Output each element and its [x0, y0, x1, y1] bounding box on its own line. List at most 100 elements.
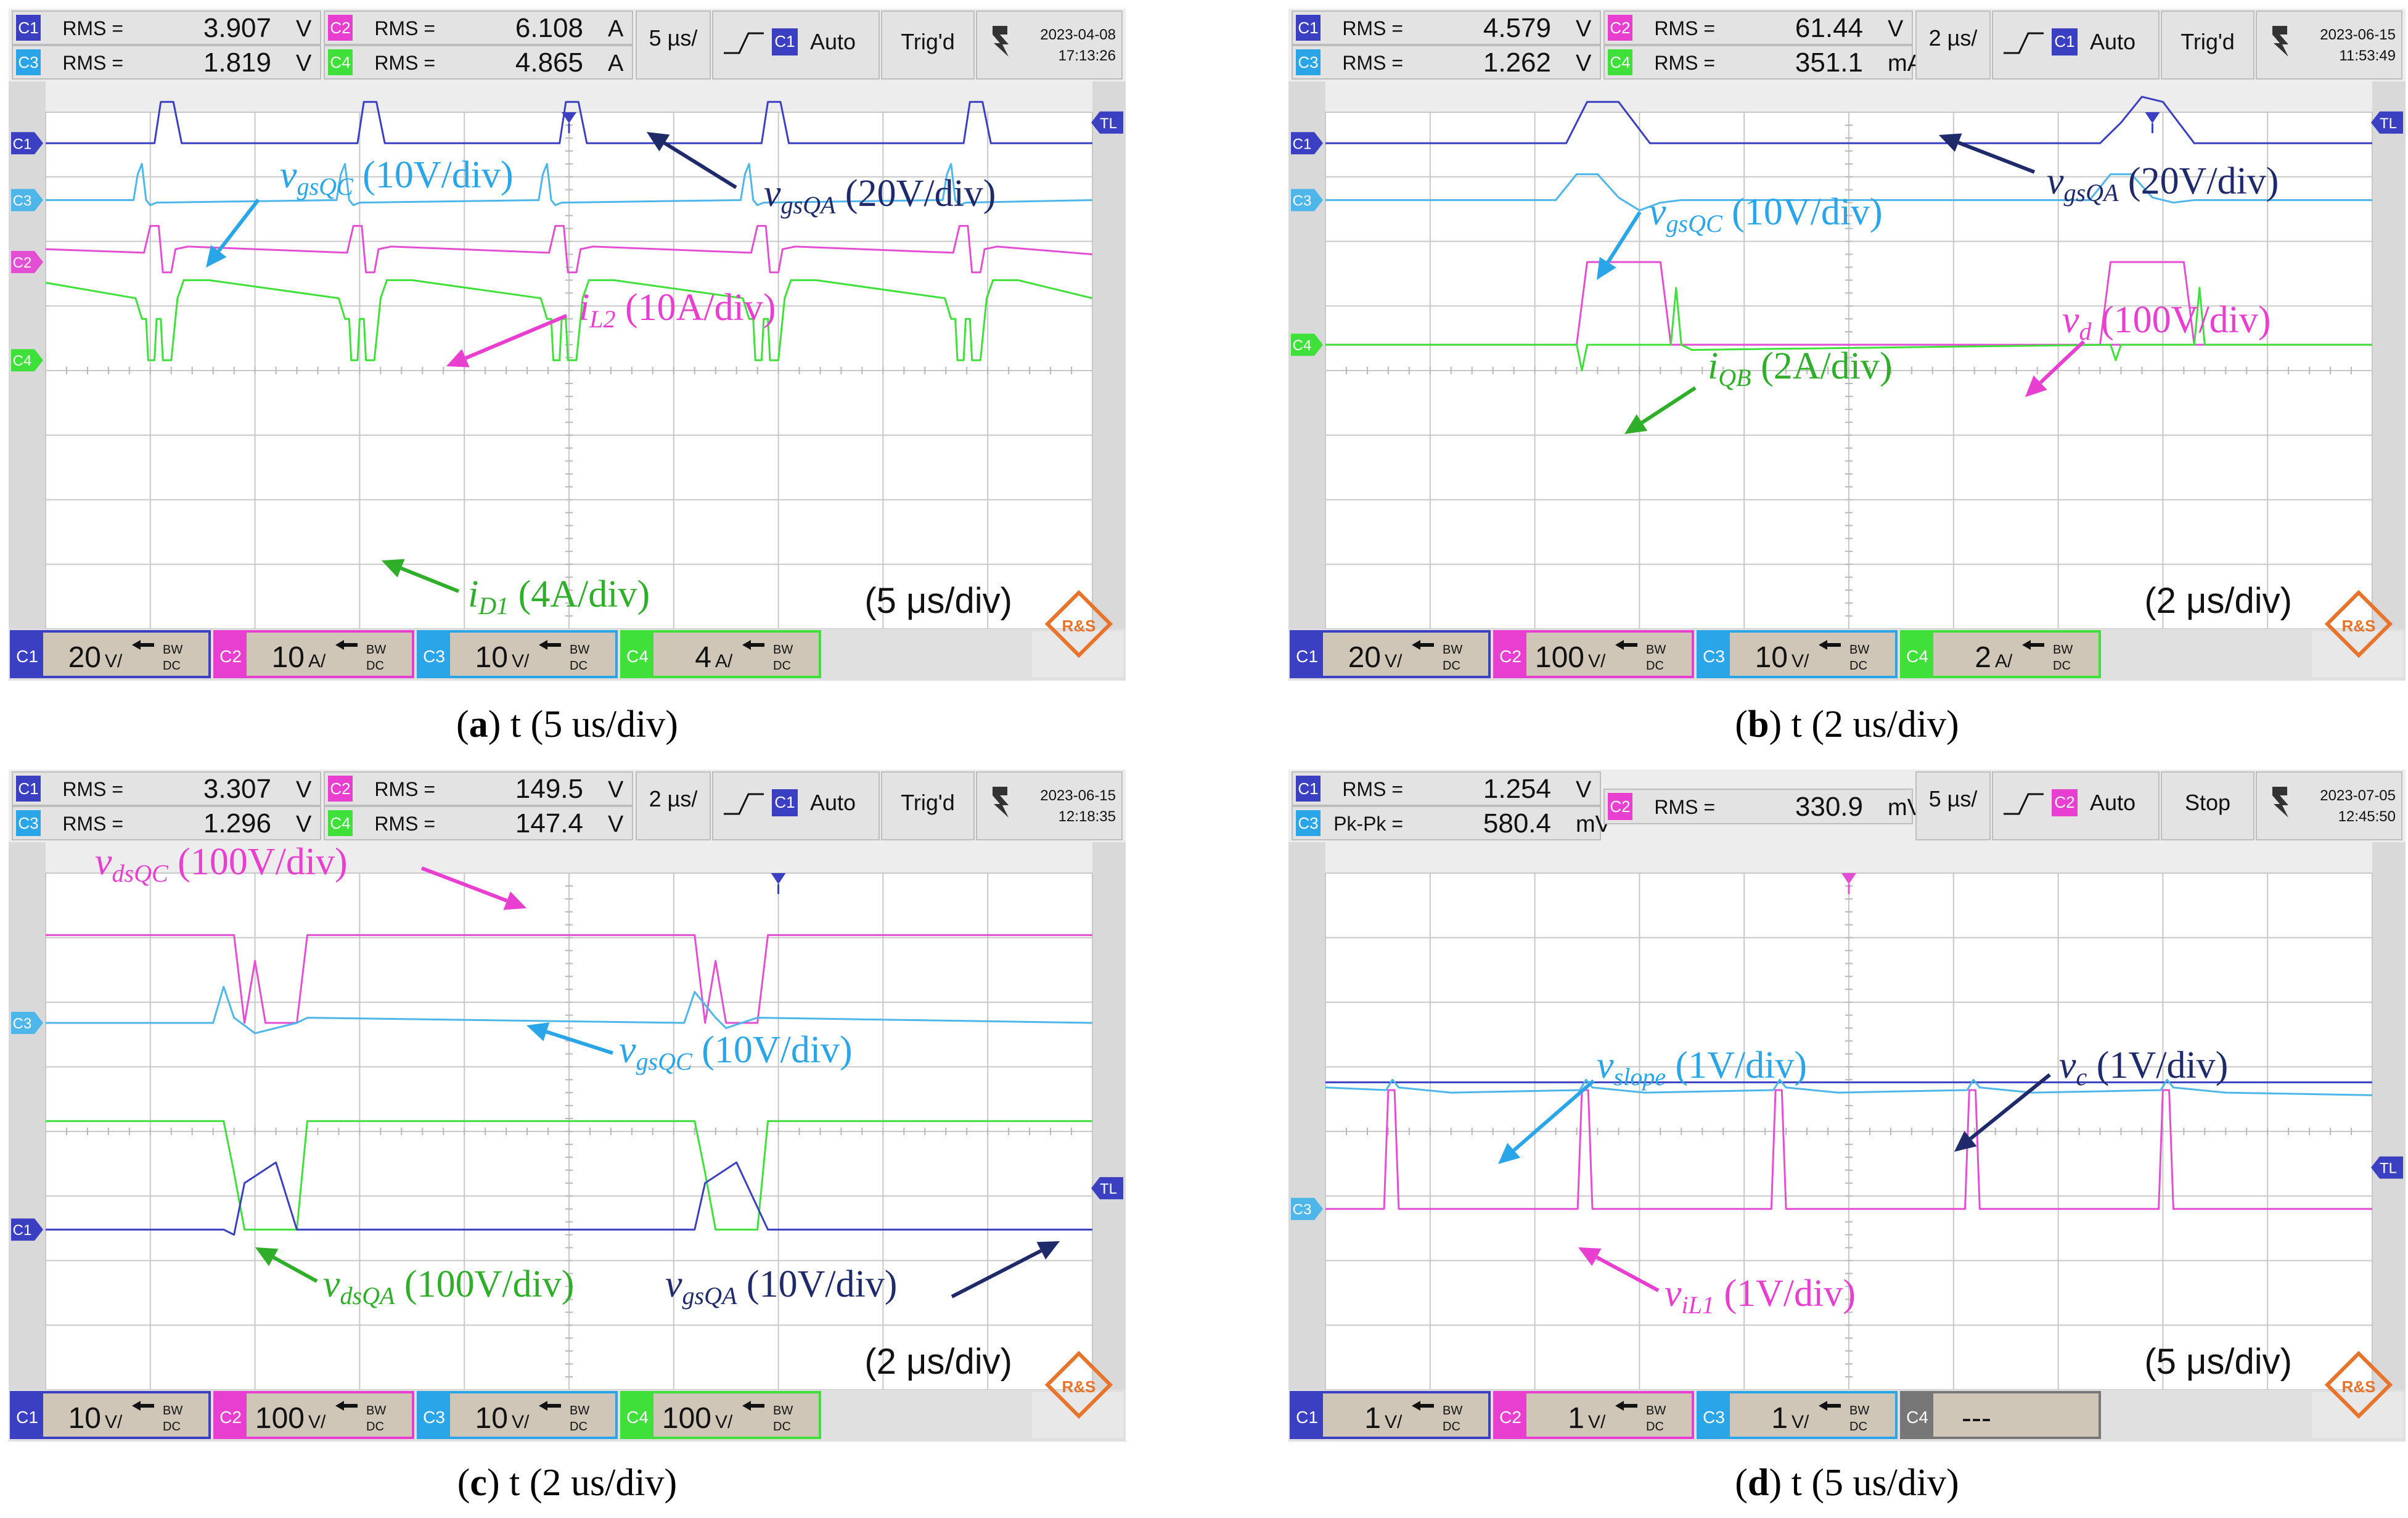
channel-scale-unit: V/	[1385, 651, 1403, 671]
trigger-channel-badge	[2052, 28, 2078, 55]
channel-scale-unit: V/	[105, 651, 123, 671]
coupling-label: DC	[1849, 1420, 1867, 1434]
channel-badge	[328, 15, 353, 41]
measurement-box	[324, 771, 633, 806]
measurement-unit: V	[1576, 777, 1592, 803]
channel-badge	[1296, 15, 1321, 41]
label-arrow-head	[503, 891, 526, 910]
coupling-label: DC	[1849, 659, 1867, 673]
channel-scale-box	[10, 630, 211, 678]
label-arrow-head	[526, 1022, 550, 1041]
channel-scale-value: 10	[68, 1402, 101, 1435]
trigger-position-marker	[562, 112, 576, 123]
channel-offset-marker	[11, 1218, 43, 1241]
date-text: 2023-06-15	[1040, 787, 1116, 804]
measurement-unit: V	[296, 16, 312, 42]
label-vgsQC: vgsQC (10V/div)	[280, 154, 514, 200]
channel-scale-label: C2	[1499, 647, 1521, 666]
measurement-unit: V	[1576, 16, 1592, 42]
bandwidth-label: BW	[366, 1404, 386, 1417]
label-arrow-line	[1957, 141, 2036, 174]
bandwidth-label: BW	[163, 643, 182, 657]
label-arrow-line	[1595, 1255, 1660, 1292]
trace-vgsQC	[46, 163, 1093, 207]
measurement-value: 330.9	[1795, 792, 1863, 822]
offset-arrow-icon	[1615, 640, 1637, 650]
trigger-level-marker	[2371, 1156, 2403, 1179]
measurement-unit: V	[608, 811, 624, 837]
label-arrow-line	[1969, 1073, 2051, 1140]
measurement-value: 1.819	[203, 47, 271, 78]
bandwidth-label: BW	[366, 643, 386, 657]
status-box	[881, 771, 975, 840]
channel-scale-box	[417, 630, 618, 678]
rs-logo-icon	[1044, 1350, 1113, 1419]
offset-arrow-icon	[539, 1401, 561, 1411]
channel-badge	[328, 49, 353, 75]
channel-scale-box	[1697, 630, 1898, 678]
measurement-box	[12, 45, 321, 80]
channel-scale-badge	[621, 631, 653, 677]
label-vd: vd (100V/div)	[2062, 299, 2271, 345]
measurement-box	[1292, 10, 1601, 45]
measurement-type: RMS =	[374, 813, 435, 835]
right-strip	[1092, 842, 1126, 1390]
channel-offset-label: C3	[13, 1015, 32, 1032]
channel-scale-badge	[1698, 631, 1730, 677]
coupling-label: DC	[1646, 659, 1664, 673]
channel-scale-value: 1	[1364, 1402, 1381, 1435]
channel-scale-value: 2	[1975, 641, 1991, 674]
oscilloscope-panel-a: C1 RMS = 3.907 V C3 RMS = 1.819 V C2 RMS = 6.108 A C…	[9, 9, 1126, 681]
channel-badge-label: C4	[330, 814, 350, 832]
coupling-label: DC	[773, 1420, 791, 1434]
channel-scale-box	[620, 630, 821, 678]
label-vgsQA: vgsQA (20V/div)	[764, 173, 996, 219]
channel-scale-label: C1	[16, 647, 38, 666]
channel-scale-value: 20	[68, 641, 101, 674]
channel-badge	[328, 776, 353, 802]
bandwidth-label: BW	[1646, 643, 1666, 657]
caption-c: (c) t (2 us/div)	[457, 1462, 678, 1504]
channel-scale-label: C3	[1703, 647, 1725, 666]
channel-offset-label: C3	[1293, 1202, 1312, 1218]
trace-iL2	[45, 224, 1093, 274]
coupling-label: DC	[2053, 659, 2071, 673]
channel-scale-value: 100	[255, 1402, 305, 1435]
right-strip	[2372, 81, 2406, 629]
timebase-box	[636, 10, 711, 80]
left-strip	[1288, 842, 1325, 1390]
time-scale-label: (2 μs/div)	[2144, 581, 2292, 621]
trigger-channel-label: C2	[2054, 793, 2074, 811]
power-icon	[2272, 787, 2288, 818]
label-arrow-line	[217, 199, 260, 252]
oscilloscope-panel-c: C1 RMS = 3.307 VC3 RMS = 1.296 VC2 RMS = 149.5 VC…	[9, 769, 1126, 1442]
channel-offset-label: C4	[1293, 337, 1312, 354]
measurement-unit: V	[296, 777, 312, 803]
label-arrow-head	[1597, 256, 1616, 280]
offset-arrow-icon	[335, 640, 358, 650]
channel-offset-label: C2	[13, 255, 32, 271]
channel-badge	[16, 810, 41, 836]
label-arrow-head	[382, 559, 405, 578]
bandwidth-label: BW	[1646, 1404, 1666, 1417]
channel-scale-label: C3	[423, 1408, 445, 1427]
status-box	[881, 10, 975, 80]
trace-vgsQC	[1325, 173, 2372, 211]
trigger-position-marker	[1841, 873, 1856, 884]
channel-scale-badge	[1291, 631, 1323, 677]
timebase-value: 5 µs/	[649, 25, 698, 51]
channel-badge	[1296, 776, 1321, 802]
measurement-unit: V	[296, 811, 312, 837]
channel-badge-label: C1	[18, 18, 38, 37]
time-text: 17:13:26	[1059, 47, 1116, 64]
channel-scale-unit: A/	[308, 651, 326, 671]
label-iL2: iL2 (10A/div)	[579, 287, 776, 333]
offset-arrow-icon	[1615, 1401, 1637, 1411]
label-arrow-line	[546, 1030, 613, 1055]
measurement-unit: V	[1888, 16, 1904, 42]
measurement-value: 580.4	[1483, 808, 1551, 839]
left-strip	[9, 842, 46, 1390]
trigger-level-label: TL	[2380, 1160, 2397, 1177]
trigger-channel-badge	[2052, 789, 2078, 816]
